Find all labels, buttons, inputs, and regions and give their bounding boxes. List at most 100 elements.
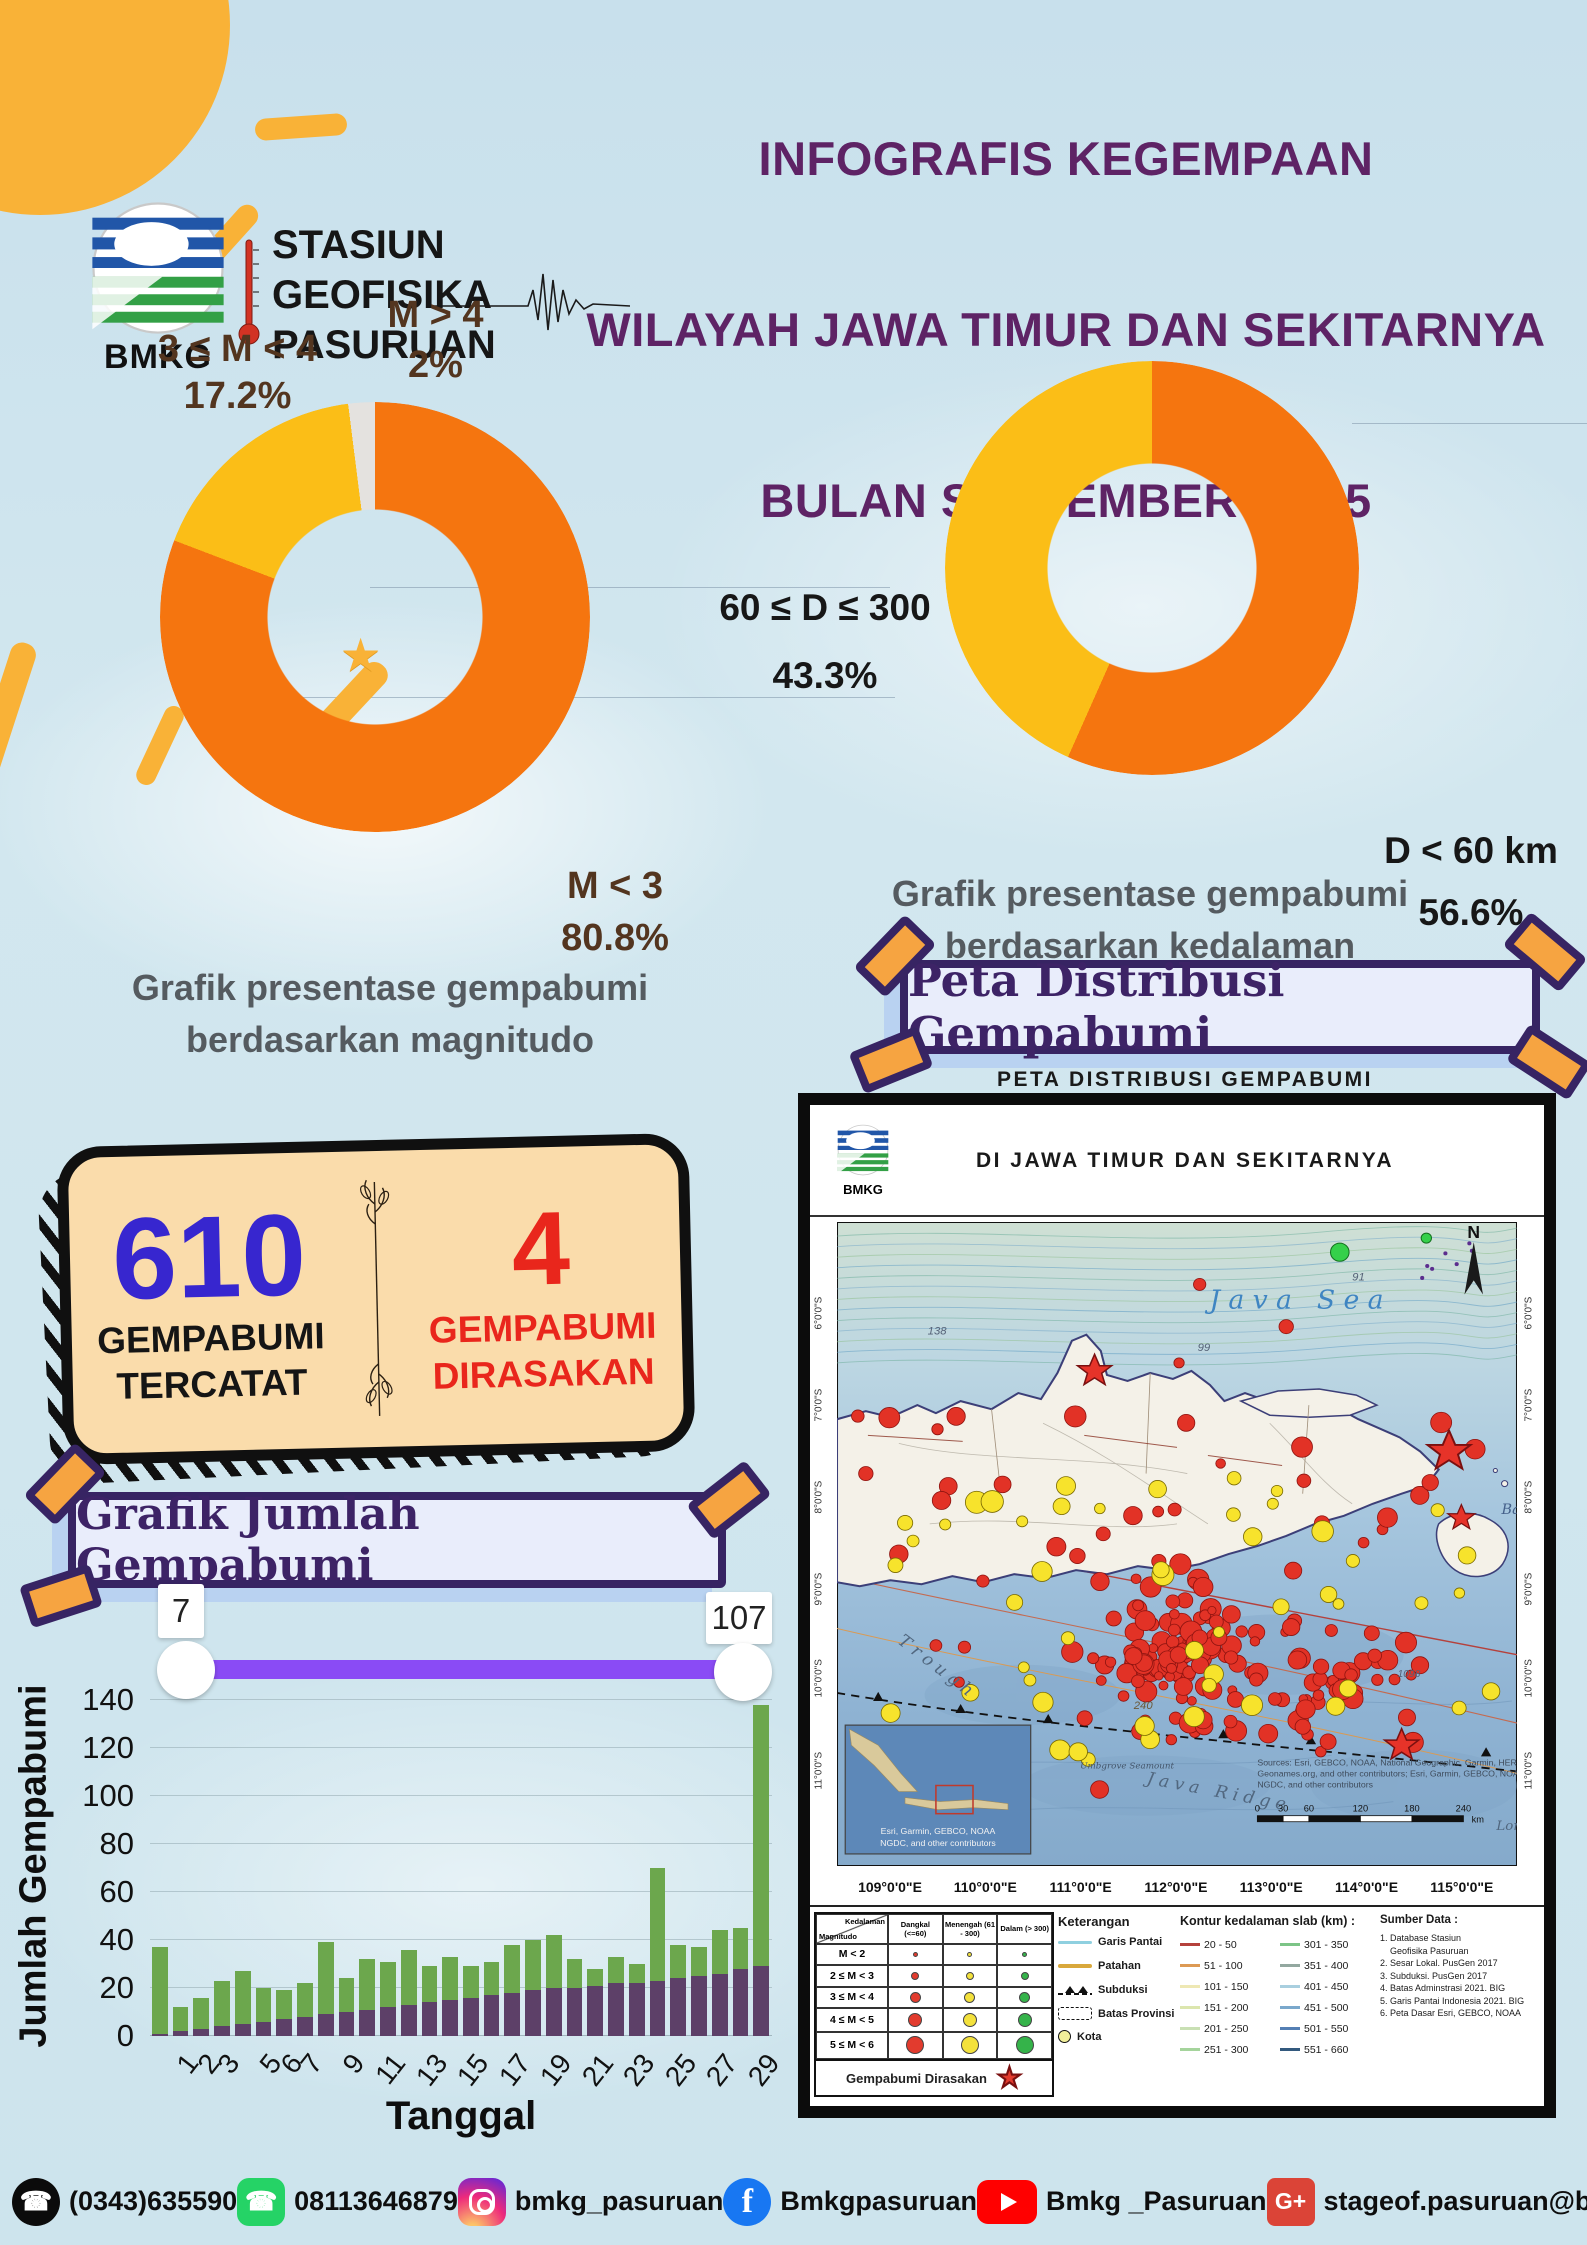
- magnitude-donut-chart: [160, 402, 590, 832]
- contour-legend-item: 401 - 450: [1280, 1976, 1376, 1997]
- contour-legend-item: 451 - 500: [1280, 1997, 1376, 2018]
- legend-dot: [1022, 1951, 1028, 1957]
- star-decoration-icon: ★: [340, 629, 382, 681]
- contour-legend-item: 351 - 400: [1280, 1955, 1376, 1976]
- longitude-label: 110°0'0"E: [953, 1879, 1017, 1895]
- sources-text: NGDC, and other contributors: [1257, 1780, 1373, 1790]
- slider-handle-left[interactable]: [157, 1641, 215, 1699]
- svg-text:180: 180: [1404, 1804, 1419, 1814]
- thermometer-icon: [238, 239, 260, 345]
- map-canvas: Java Sea Bali Basin Trough Java Ridge Lo…: [810, 1217, 1544, 1873]
- latitude-label: 11°0'0"S: [813, 1751, 825, 1790]
- source-line: 3. Subduksi. PusGen 2017: [1380, 1970, 1488, 1981]
- madura-island: [1238, 1388, 1379, 1418]
- latitude-label: 10°0'0"S: [813, 1659, 825, 1698]
- bar-day-16: [463, 1700, 479, 2036]
- y-tick-label: 60: [99, 1874, 134, 1909]
- bar-day-13: [400, 1700, 417, 2036]
- phone-contact[interactable]: ☎ (0343)635590: [12, 2177, 237, 2226]
- facebook-icon: f: [723, 2177, 772, 2226]
- sun-decoration: [0, 0, 230, 215]
- contour-legend-item: 201 - 250: [1180, 2018, 1276, 2039]
- longitude-label: 113°0'0"E: [1239, 1879, 1303, 1895]
- bar-day-22: [587, 1700, 604, 2036]
- recorded-count-block: 610 GEMPABUMI TERCATAT: [69, 1189, 352, 1411]
- source-line: Geofisika Pasuruan: [1380, 1945, 1469, 1956]
- bmkg-logo-label: BMKG: [104, 338, 212, 376]
- seamount-label: Umbgrove Seamount: [1080, 1761, 1174, 1771]
- bar-day-29: [732, 1700, 749, 2036]
- lombok-basin-label: Lombok Basin: [1495, 1819, 1517, 1834]
- source-line: 4. Batas Adminstrasi 2021. BIG: [1380, 1983, 1506, 1993]
- sources-text: Sources: Esri, GEBCO, NOAA, National Geo…: [1257, 1757, 1517, 1767]
- source-line: 5. Garis Pantai Indonesia 2021. BIG: [1380, 1995, 1525, 2006]
- recorded-count: 610: [110, 1189, 308, 1324]
- coastline-swatch: [1058, 1935, 1092, 1949]
- banner-title: Peta Distribusi Gempabumi: [908, 954, 1285, 1060]
- y-tick-label: 80: [99, 1826, 134, 1861]
- instagram-contact[interactable]: bmkg_pasuruan: [457, 2177, 723, 2226]
- slab-contour-legend: Kontur kedalaman slab (km) : 20 - 50 51 -…: [1180, 1912, 1376, 2097]
- legend-dot: [906, 2036, 925, 2055]
- longitude-label: 111°0'0"E: [1049, 1879, 1112, 1895]
- felt-count-block: 4 GEMPABUMI DIRASAKAN: [401, 1190, 684, 1400]
- city-swatch: [1058, 2030, 1071, 2043]
- slider-max-value: 107: [706, 1592, 772, 1644]
- station-name: STASIUN GEOFISIKA PASURUAN: [272, 223, 496, 367]
- latitude-label: 9°0'0"S: [813, 1572, 825, 1606]
- banner-title: Grafik Jumlah Gempabumi: [76, 1489, 420, 1591]
- legend-dot: [909, 1991, 921, 2003]
- facebook-contact[interactable]: f Bmkgpasuruan: [723, 2177, 977, 2226]
- legend-dot: [912, 1951, 918, 1957]
- bar-day-24: [628, 1700, 645, 2036]
- whatsapp-contact[interactable]: ☎ 08113646879: [237, 2177, 458, 2226]
- bar-day-17: [483, 1700, 500, 2036]
- bar-day-26: [670, 1700, 687, 2036]
- latitude-label: 8°0'0"S: [1523, 1480, 1535, 1514]
- subduction-swatch: [1058, 1986, 1092, 1995]
- contour-legend-item: 501 - 550: [1280, 2018, 1376, 2039]
- slider-min-value: 7: [158, 1584, 204, 1638]
- ruled-line: [370, 587, 890, 588]
- sun-ray: [0, 639, 39, 781]
- svg-text:km: km: [1472, 1815, 1485, 1825]
- svg-text:0: 0: [1255, 1804, 1260, 1814]
- slider-track[interactable]: [185, 1660, 745, 1679]
- googleplus-icon: G+: [1266, 2177, 1315, 2226]
- legend-dot: [962, 2012, 977, 2027]
- youtube-contact[interactable]: Bmkg _Pasuruan: [976, 2179, 1267, 2224]
- contour-legend-item: 151 - 200: [1180, 1997, 1276, 2018]
- y-tick-label: 20: [99, 1970, 134, 2005]
- legend-column-header: Dangkal (<=60): [888, 1914, 943, 1944]
- latitude-label: 6°0'0"S: [1523, 1296, 1535, 1330]
- depth-caption: Grafik presentase gempabumi berdasarkan k…: [891, 873, 1409, 966]
- sun-ray: [132, 702, 188, 789]
- bmkg-logo: [836, 1123, 890, 1177]
- y-tick-label: 100: [82, 1778, 134, 1813]
- bar-day-11: [359, 1700, 376, 2036]
- contour-legend-item: 251 - 300: [1180, 2039, 1276, 2060]
- contour-legend-item: 101 - 150: [1180, 1976, 1276, 1997]
- bali-basin-label: Bali Basin: [1501, 1502, 1517, 1518]
- bar-day-15: [442, 1700, 458, 2036]
- slider-handle-right[interactable]: [714, 1643, 772, 1701]
- y-tick-label: 120: [82, 1730, 134, 1765]
- bar-day-1: [152, 1700, 168, 2036]
- legend-dot: [960, 2036, 979, 2055]
- source-line: 2. Sesar Lokal. PusGen 2017: [1380, 1958, 1498, 1968]
- magnitude-label-gray: M > 4 2%: [387, 294, 484, 386]
- inset-map: Esri, Garmin, GEBCO, NOAA NGDC, and othe…: [844, 1724, 1032, 1855]
- bar-day-28: [711, 1700, 728, 2036]
- distribution-map-panel: BMKG PETA DISTRIBUSI GEMPABUMI DI JAWA T…: [798, 1068, 1556, 2118]
- bar-day-21: [566, 1700, 583, 2036]
- contour-legend-item: 301 - 350: [1280, 1934, 1376, 1955]
- legend-corner-cell: Kedalaman Magnitudo: [816, 1914, 888, 1944]
- latitude-label: 11°0'0"S: [1523, 1751, 1535, 1790]
- email-contact[interactable]: G+ stageof.pasuruan@bmkg.go.id: [1266, 2177, 1587, 2226]
- bar-day-10: [338, 1700, 355, 2036]
- legend-dot: [1019, 1991, 1031, 2003]
- legend-row-label: M < 2: [816, 1943, 888, 1965]
- svg-text:Esri, Garmin, GEBCO, NOAA: Esri, Garmin, GEBCO, NOAA: [881, 1826, 996, 1836]
- source-line: 6. Peta Dasar Esri, GEBCO, NOAA: [1380, 2008, 1522, 2018]
